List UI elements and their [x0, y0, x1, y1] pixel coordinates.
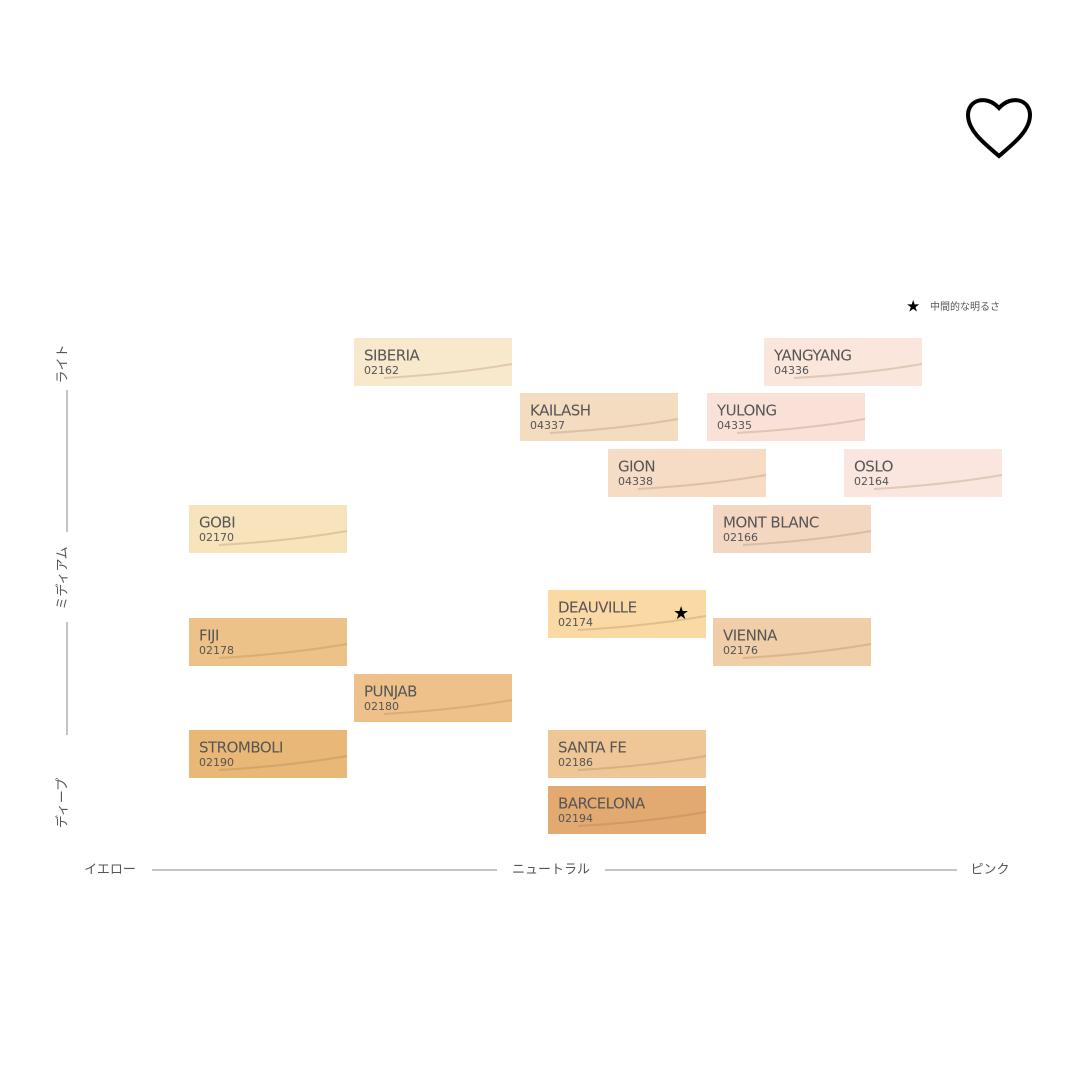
swatch-code: 02180 — [364, 700, 399, 713]
swatch-stroke — [218, 530, 348, 546]
legend-star: ★ — [906, 297, 920, 316]
swatch-color — [189, 505, 347, 553]
swatch-stroke — [736, 418, 866, 434]
swatch-stroke — [742, 530, 872, 546]
swatch-code: 04337 — [530, 419, 565, 432]
swatch-code: 02190 — [199, 756, 234, 769]
swatch-name: PUNJAB — [364, 683, 417, 701]
swatch-stroke — [218, 755, 348, 771]
swatch-code: 02166 — [723, 531, 758, 544]
swatch-name: BARCELONA — [558, 795, 646, 813]
swatch-color — [189, 618, 347, 666]
swatch-color — [548, 786, 706, 834]
swatch-name: KAILASH — [530, 402, 591, 420]
swatch-stroke — [218, 643, 348, 659]
swatch-color — [354, 338, 512, 386]
swatch-color — [548, 730, 706, 778]
y-axis-label: ディープ — [55, 778, 71, 828]
swatch-stroke — [549, 418, 679, 434]
swatch-code: 04338 — [618, 475, 653, 488]
swatch-color — [713, 505, 871, 553]
swatch-code: 04336 — [774, 364, 809, 377]
swatch-stroke — [742, 643, 872, 659]
swatch-stroke — [383, 363, 513, 379]
swatch-name: OSLO — [854, 458, 893, 476]
swatch-name: SIBERIA — [364, 347, 421, 365]
swatch-color — [844, 449, 1002, 497]
swatch-code: 04335 — [717, 419, 752, 432]
y-axis-label: ライト — [56, 344, 71, 383]
swatch-color — [354, 674, 512, 722]
favorite-heart[interactable] — [965, 98, 1033, 159]
swatch-code: 02178 — [199, 644, 234, 657]
swatch-stroke — [873, 474, 1003, 490]
swatch-color — [707, 393, 865, 441]
swatch-stroke — [577, 755, 707, 771]
swatch-stroke — [637, 474, 767, 490]
swatch-color — [189, 730, 347, 778]
legend-label: 中間的な明るさ — [930, 300, 1000, 313]
swatch-name: GOBI — [199, 514, 235, 532]
swatch-name: SANTA FE — [558, 739, 626, 757]
swatch-color — [608, 449, 766, 497]
swatch-code: 02174 — [558, 616, 593, 629]
x-axis-label: イエロー — [84, 863, 136, 878]
swatch-code: 02194 — [558, 812, 593, 825]
swatch-name: YANGYANG — [773, 347, 851, 365]
x-axis-label: ニュートラル — [512, 863, 590, 878]
swatch-star: ★ — [673, 603, 689, 624]
swatch-name: GION — [618, 458, 655, 476]
swatch-color — [764, 338, 922, 386]
swatch-name: STROMBOLI — [199, 739, 283, 757]
swatch-stroke — [577, 811, 707, 827]
swatch-name: MONT BLANC — [723, 514, 819, 532]
swatch-code: 02164 — [854, 475, 889, 488]
swatch-code: 02176 — [723, 644, 758, 657]
swatch-stroke — [793, 363, 923, 379]
y-axis-label: ミディアム — [55, 546, 71, 609]
x-axis-label: ピンク — [970, 863, 1009, 878]
swatch-code: 02186 — [558, 756, 593, 769]
swatch-code: 02162 — [364, 364, 399, 377]
swatch-name: FIJI — [199, 627, 219, 645]
swatch-code: 02170 — [199, 531, 234, 544]
swatch-color — [520, 393, 678, 441]
swatch-name: YULONG — [716, 402, 777, 420]
swatch-stroke — [383, 699, 513, 715]
swatch-name: VIENNA — [723, 627, 778, 645]
swatch-stroke — [577, 615, 707, 631]
swatch-color — [713, 618, 871, 666]
swatch-name: DEAUVILLE — [558, 599, 637, 617]
swatch-color — [548, 590, 706, 638]
